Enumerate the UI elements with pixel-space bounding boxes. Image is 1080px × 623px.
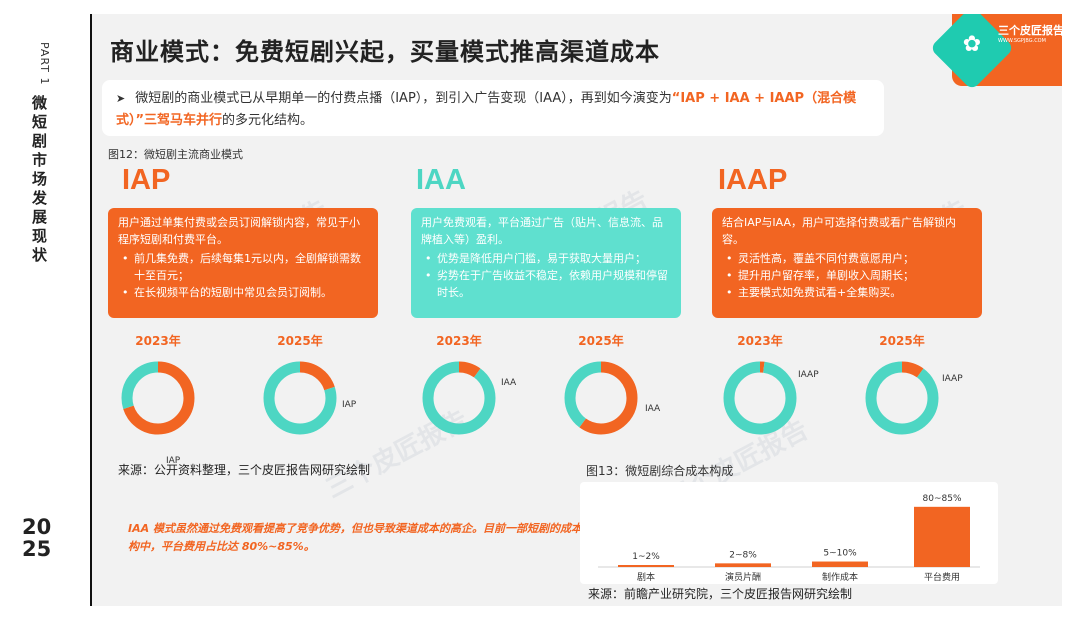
donut-slice: [121, 361, 195, 435]
list-item: 提升用户留存率，单剧收入周期长；: [722, 267, 972, 284]
logo-url: WWW.SGPJBG.COM: [998, 38, 1046, 44]
donut-slice: [564, 361, 638, 435]
bar-category-label: 制作成本: [822, 571, 858, 583]
donut-slice: [422, 361, 496, 435]
model-bullets: 灵活性高，覆盖不同付费意愿用户； 提升用户留存率，单剧收入周期长； 主要模式如免…: [722, 250, 972, 301]
source-note-2: 来源：前瞻产业研究院，三个皮匠报告网研究绘制: [588, 587, 853, 601]
donut-slice: [263, 361, 337, 435]
figure13-caption: 图13：微短剧综合成本构成: [586, 464, 734, 478]
list-item: 前几集免费，后续每集1元以内，全剧解锁需数十至百元；: [118, 250, 368, 284]
year-bottom: 25: [22, 537, 52, 561]
model-name-iaa: IAA: [416, 164, 466, 196]
bar: [812, 561, 868, 567]
model-card-iap: 用户通过单集付费或会员订阅解锁内容，常见于小程序短剧和付费平台。 前几集免费，后…: [108, 208, 378, 318]
donut-slice-label: IAP: [342, 400, 357, 410]
year-top: 20: [22, 515, 52, 539]
donut-chart: [263, 361, 337, 435]
model-card-iaa: 用户免费观看，平台通过广告（贴片、信息流、品牌植入等）盈利。 优势是降低用户门槛…: [411, 208, 681, 318]
bar: [618, 565, 674, 567]
intro-text: 微短剧的商业模式已从早期单一的付费点播（IAP），到引入广告变现（IAA），再到…: [135, 91, 672, 106]
donut-year-label: 2023年: [737, 334, 783, 348]
sidebar: PART 1 微短剧市场发展现状 20 25: [18, 14, 92, 606]
model-desc: 用户免费观看，平台通过广告（贴片、信息流、品牌植入等）盈利。: [421, 216, 663, 246]
bar: [715, 563, 771, 567]
donut-year-label: 2023年: [436, 334, 482, 348]
donut-chart: [121, 361, 195, 435]
donut-slice-label: IAAP: [798, 370, 819, 380]
donut-year-label: 2025年: [879, 334, 925, 348]
model-name-iaap: IAAP: [718, 164, 788, 196]
year-label: 20 25: [22, 516, 62, 560]
part-label: PART 1: [38, 42, 51, 86]
slide: 三个皮匠报告 三个皮匠报告 三个皮匠报告 三个皮匠报告 三个皮匠报告 PART …: [18, 14, 1062, 606]
donut-slice-label: IAP: [166, 456, 181, 466]
model-bullets: 优势是降低用户门槛，易于获取大量用户； 劣势在于广告收益不稳定，依赖用户规模和停…: [421, 250, 671, 301]
highlight-note: IAA 模式虽然通过免费观看提高了竞争优势，但也导致渠道成本的高企。目前一部短剧…: [128, 522, 593, 553]
bar-chart-svg: 1~2% 剧本 2~8% 演员片酬 5~10% 制作成本 80~85% 平台费用: [598, 494, 980, 583]
donut-chart: [422, 361, 496, 435]
model-desc: 用户通过单集付费或会员订阅解锁内容，常见于小程序短剧和付费平台。: [118, 216, 360, 246]
donut-slice: [865, 361, 939, 435]
intro-box: ➤ 微短剧的商业模式已从早期单一的付费点播（IAP），到引入广告变现（IAA），再…: [102, 80, 884, 136]
donut-year-label: 2023年: [135, 334, 181, 348]
logo-people-icon: ✿: [962, 32, 982, 57]
list-item: 主要模式如免费试看+全集购买。: [722, 284, 972, 301]
bar-value-label: 1~2%: [632, 552, 660, 562]
section-title: 微短剧市场发展现状: [32, 94, 48, 264]
list-item: 灵活性高，覆盖不同付费意愿用户；: [722, 250, 972, 267]
bar: [914, 506, 970, 567]
arrow-bullet-icon: ➤: [116, 92, 126, 105]
donut-slice-label: IAA: [501, 378, 517, 388]
model-card-iaap: 结合IAP与IAA，用户可选择付费或看广告解锁内容。 灵活性高，覆盖不同付费意愿…: [712, 208, 982, 318]
bar-value-label: 5~10%: [823, 549, 857, 559]
model-desc: 结合IAP与IAA，用户可选择付费或看广告解锁内容。: [722, 216, 957, 246]
cost-bar-chart: 1~2% 剧本 2~8% 演员片酬 5~10% 制作成本 80~85% 平台费用: [580, 482, 998, 602]
donut-chart: [865, 361, 939, 435]
donut-slice: [723, 361, 797, 435]
brand-logo: ✿ 三个皮匠报告 WWW.SGPJBG.COM: [929, 14, 1062, 91]
bar-value-label: 2~8%: [729, 550, 757, 560]
donut-slice-label: IAAP: [942, 374, 963, 384]
donut-chart: [564, 361, 638, 435]
donut-slice-label: IAA: [645, 404, 661, 414]
bar-category-label: 演员片酬: [725, 571, 761, 583]
list-item: 优势是降低用户门槛，易于获取大量用户；: [421, 250, 671, 267]
intro-tail: 的多元化结构。: [222, 113, 314, 128]
list-item: 劣势在于广告收益不稳定，依赖用户规模和停留时长。: [421, 267, 671, 301]
page-title: 商业模式：免费短剧兴起，买量模式推高渠道成本: [110, 38, 660, 66]
bar-category-label: 剧本: [637, 571, 655, 583]
donut-year-label: 2025年: [277, 334, 323, 348]
model-bullets: 前几集免费，后续每集1元以内，全剧解锁需数十至百元； 在长视频平台的短剧中常见会…: [118, 250, 368, 301]
list-item: 在长视频平台的短剧中常见会员订阅制。: [118, 284, 368, 301]
donut-year-label: 2025年: [578, 334, 624, 348]
logo-name: 三个皮匠报告: [998, 24, 1062, 37]
bar-value-label: 80~85%: [923, 494, 962, 504]
figure12-caption: 图12：微短剧主流商业模式: [108, 148, 243, 161]
donut-chart: [723, 361, 797, 435]
model-name-iap: IAP: [122, 164, 171, 196]
source-note-1: 来源：公开资料整理，三个皮匠报告网研究绘制: [118, 463, 371, 477]
bar-category-label: 平台费用: [924, 571, 960, 583]
intro-highlight: “IAP + IAA + IAAP（混合模式）”三驾马车并行: [116, 91, 857, 128]
